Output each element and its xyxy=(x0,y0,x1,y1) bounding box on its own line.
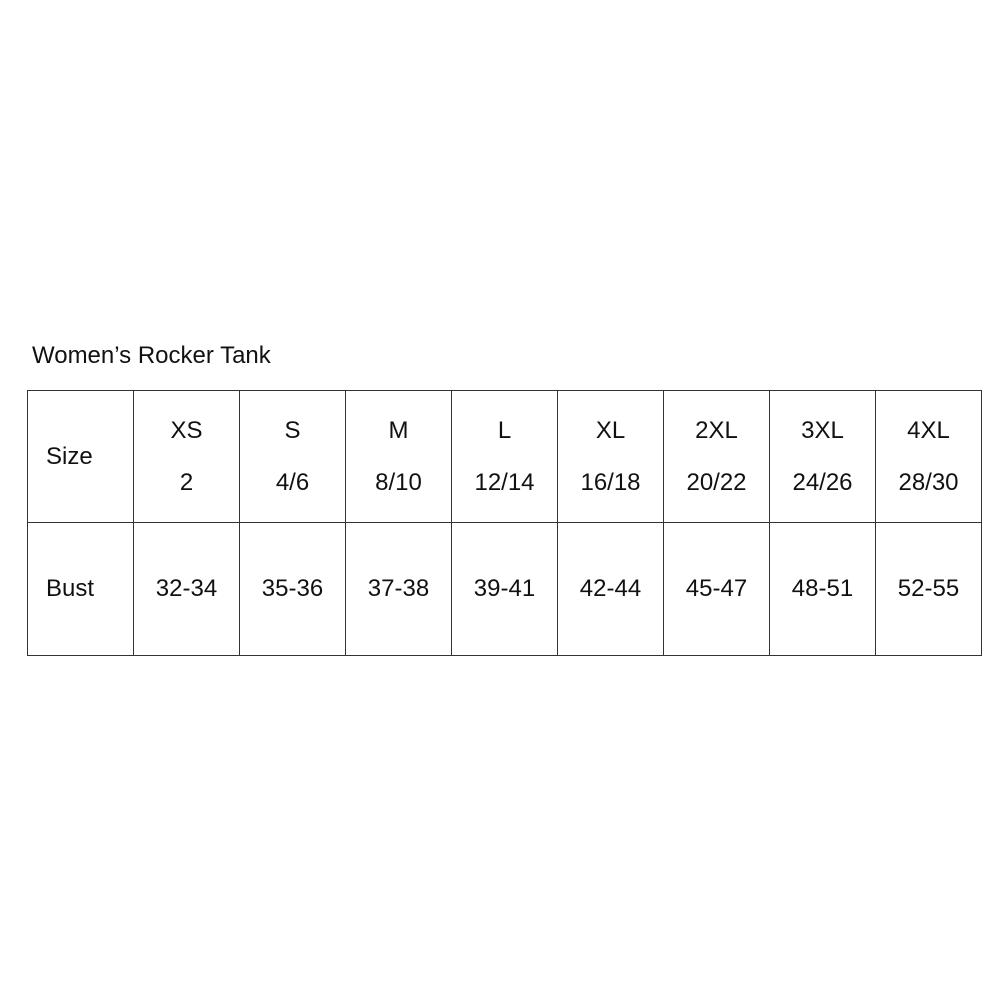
size-row: Size XS 2 S 4/6 M 8/10 L 12/14 XL 16/18 2XL 20/22 3X… xyxy=(27,390,982,523)
size-letter: XL xyxy=(595,416,626,444)
size-numeric: 8/10 xyxy=(375,468,422,496)
bust-cell: 35-36 xyxy=(239,522,346,656)
size-numeric: 12/14 xyxy=(474,468,535,496)
size-numeric: 16/18 xyxy=(580,468,641,496)
size-letter: M xyxy=(388,416,409,444)
bust-cell: 39-41 xyxy=(451,522,558,656)
size-letter: 4XL xyxy=(907,416,950,444)
size-cell: XS 2 xyxy=(133,390,240,523)
bust-cell: 52-55 xyxy=(875,522,982,656)
bust-row: Bust 32-34 35-36 37-38 39-41 42-44 45-47 48-51… xyxy=(27,522,982,656)
size-numeric: 24/26 xyxy=(792,468,853,496)
size-cell: M 8/10 xyxy=(345,390,452,523)
bust-cell: 42-44 xyxy=(557,522,664,656)
size-letter: S xyxy=(284,416,301,444)
size-numeric: 28/30 xyxy=(898,468,959,496)
size-cell: 3XL 24/26 xyxy=(769,390,876,523)
size-numeric: 2 xyxy=(179,468,194,496)
bust-cell: 45-47 xyxy=(663,522,770,656)
size-cell: S 4/6 xyxy=(239,390,346,523)
bust-cell: 32-34 xyxy=(133,522,240,656)
bust-row-label: Bust xyxy=(27,522,134,656)
size-cell: L 12/14 xyxy=(451,390,558,523)
size-cell: XL 16/18 xyxy=(557,390,664,523)
size-numeric: 4/6 xyxy=(275,468,310,496)
size-letter: 2XL xyxy=(695,416,738,444)
size-cell: 4XL 28/30 xyxy=(875,390,982,523)
size-cell: 2XL 20/22 xyxy=(663,390,770,523)
size-numeric: 20/22 xyxy=(686,468,747,496)
size-letter: L xyxy=(497,416,512,444)
bust-cell: 37-38 xyxy=(345,522,452,656)
bust-cell: 48-51 xyxy=(769,522,876,656)
chart-title: Women’s Rocker Tank xyxy=(32,342,271,369)
size-chart-table: Size XS 2 S 4/6 M 8/10 L 12/14 XL 16/18 2XL 20/22 3X… xyxy=(27,390,982,656)
size-letter: 3XL xyxy=(801,416,844,444)
size-row-label: Size xyxy=(27,390,134,523)
size-letter: XS xyxy=(170,416,203,444)
